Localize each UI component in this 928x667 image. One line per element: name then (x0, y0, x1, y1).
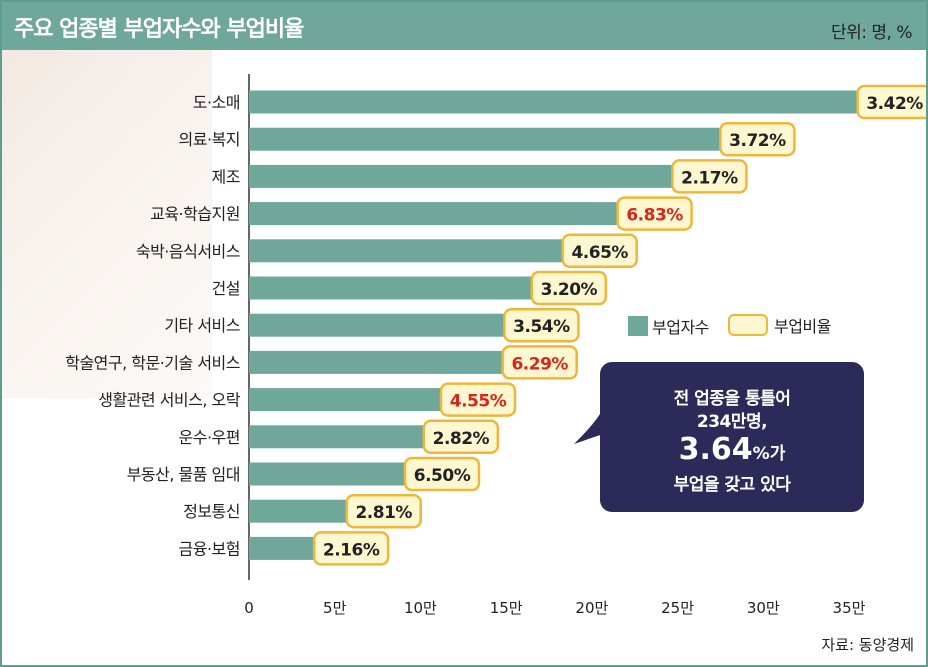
bar (249, 202, 618, 226)
chart-title: 주요 업종별 부업자수와 부업비율 (14, 17, 304, 42)
callout-line-4: 부업을 갖고 있다 (673, 475, 791, 495)
x-tick-label: 15만 (490, 599, 523, 617)
bar (249, 313, 505, 337)
callout-line-1: 전 업종을 통틀어 (673, 389, 791, 409)
header-bar: 주요 업종별 부업자수와 부업비율 단위: 명, % (2, 2, 926, 50)
unit-label: 단위: 명, % (830, 23, 913, 43)
background-photo (2, 50, 212, 398)
callout-tail (574, 414, 604, 444)
callout-value: 3.64 (678, 432, 753, 467)
legend-item-rate: 부업비율 (727, 313, 831, 337)
category-label: 제조 (212, 167, 240, 186)
callout-line-2: 234만명, (696, 412, 768, 432)
category-label: 의료·복지 (179, 130, 240, 149)
x-tick-label: 20만 (575, 599, 608, 617)
callout-line-3: 3.64%가 (600, 432, 864, 467)
rate-box (501, 345, 578, 380)
legend: 부업자수 부업비율 (628, 313, 845, 340)
rate-label: 3.20% (541, 280, 598, 300)
category-label: 생활관련 서비스, 오락 (98, 391, 241, 410)
bar (249, 350, 503, 374)
category-label: 기타 서비스 (164, 316, 240, 335)
category-label: 도·소매 (193, 93, 240, 112)
rate-label: 6.50% (414, 466, 471, 486)
bar (249, 388, 441, 412)
rate-label: 2.82% (433, 429, 490, 449)
rate-label: 3.72% (729, 131, 786, 151)
rate-box (856, 84, 926, 120)
rate-label: 6.29% (511, 354, 568, 374)
rate-label: 3.42% (866, 94, 923, 114)
rate-box (671, 159, 748, 194)
category-label: 학술연구, 학문·기술 서비스 (65, 353, 240, 372)
rate-box (719, 121, 796, 157)
bar (249, 276, 532, 300)
category-label: 숙박·음식서비스 (136, 242, 240, 261)
rate-label: 4.55% (450, 392, 507, 412)
rate-box (403, 456, 481, 492)
rate-box (561, 233, 638, 269)
bar (249, 499, 347, 523)
category-label: 건설 (212, 279, 240, 298)
rate-label: 4.65% (571, 243, 628, 263)
rate-box (616, 196, 693, 231)
legend-swatch-rate (727, 314, 768, 336)
rate-label: 6.83% (626, 206, 683, 226)
rate-label: 2.17% (681, 168, 738, 188)
bar (249, 164, 673, 188)
rate-label: 2.16% (323, 540, 380, 560)
rate-box (439, 382, 517, 417)
bar (249, 462, 405, 486)
category-label: 운수·우편 (179, 428, 240, 447)
category-label: 교육·학습지원 (150, 205, 240, 224)
legend-swatch-bar (628, 316, 648, 336)
rate-box (312, 531, 390, 566)
legend-label-rate: 부업비율 (773, 317, 831, 336)
rate-box (345, 493, 422, 529)
legend-label-bar: 부업자수 (652, 318, 709, 337)
x-tick-label: 10만 (404, 599, 437, 617)
rate-box (422, 419, 500, 455)
legend-item-bar: 부업자수 (628, 314, 709, 338)
callout-box: 전 업종을 통틀어 234만명, 3.64%가 부업을 갖고 있다 (600, 362, 864, 512)
source-note: 자료: 동양경제 (821, 636, 914, 654)
rate-label: 2.81% (355, 503, 412, 523)
category-label: 금융·보험 (179, 539, 240, 558)
rate-box (530, 270, 608, 306)
x-tick-label: 5만 (323, 599, 347, 617)
bar (249, 425, 424, 449)
category-label: 정보통신 (183, 502, 240, 521)
x-tick-label: 30만 (747, 599, 780, 617)
bar (249, 536, 315, 560)
bar (249, 239, 563, 263)
category-label: 부동산, 물품 임대 (127, 465, 240, 484)
x-tick-label: 35만 (833, 599, 866, 617)
rate-label: 3.54% (513, 317, 570, 337)
bar (249, 127, 721, 151)
x-tick-label: 0 (244, 599, 254, 617)
bar (249, 90, 858, 114)
x-tick-label: 25만 (661, 599, 694, 617)
callout-value-suffix: %가 (752, 444, 786, 464)
rate-box (503, 307, 580, 343)
